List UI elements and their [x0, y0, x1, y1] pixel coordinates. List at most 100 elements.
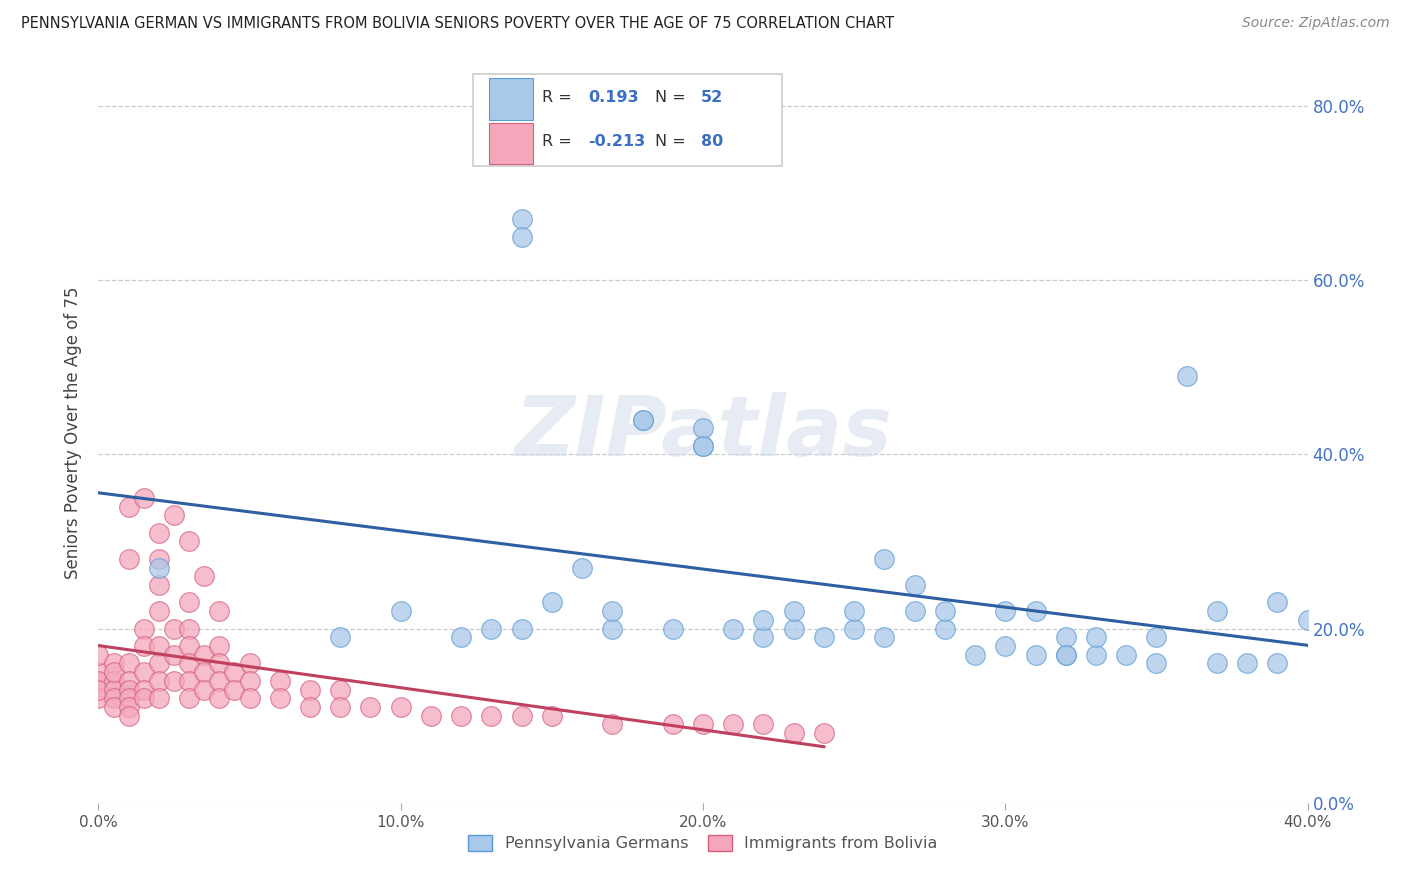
Point — [179, 595, 201, 609]
Point — [163, 673, 186, 688]
Point — [692, 439, 714, 453]
Point — [661, 717, 683, 731]
Point — [299, 700, 322, 714]
Point — [148, 639, 170, 653]
Point — [420, 708, 443, 723]
Point — [193, 569, 215, 583]
Point — [103, 700, 125, 714]
FancyBboxPatch shape — [474, 73, 782, 166]
Point — [193, 665, 215, 680]
Point — [631, 412, 654, 426]
Text: ZIPatlas: ZIPatlas — [515, 392, 891, 473]
Text: N =: N = — [655, 134, 690, 149]
Point — [904, 578, 927, 592]
Point — [783, 726, 806, 740]
Point — [571, 560, 593, 574]
Point — [602, 604, 624, 618]
Point — [1206, 657, 1229, 671]
Point — [1054, 648, 1077, 662]
Point — [132, 665, 155, 680]
Point — [873, 630, 896, 644]
Point — [602, 717, 624, 731]
Point — [1024, 648, 1046, 662]
FancyBboxPatch shape — [489, 78, 533, 120]
Point — [163, 622, 186, 636]
Text: R =: R = — [543, 134, 576, 149]
Point — [193, 682, 215, 697]
Point — [148, 552, 170, 566]
Point — [844, 622, 866, 636]
Point — [813, 630, 835, 644]
Point — [87, 648, 110, 662]
Point — [510, 622, 533, 636]
Point — [752, 630, 775, 644]
Point — [510, 708, 533, 723]
Point — [540, 708, 562, 723]
Point — [148, 691, 170, 706]
Point — [118, 673, 141, 688]
Point — [752, 613, 775, 627]
Text: R =: R = — [543, 90, 576, 105]
Point — [783, 622, 806, 636]
Point — [179, 691, 201, 706]
Point — [510, 212, 533, 227]
Point — [602, 622, 624, 636]
Point — [103, 691, 125, 706]
Point — [179, 622, 201, 636]
Point — [994, 604, 1017, 618]
Point — [118, 708, 141, 723]
FancyBboxPatch shape — [489, 123, 533, 164]
Point — [994, 639, 1017, 653]
Point — [118, 691, 141, 706]
Point — [389, 700, 412, 714]
Point — [239, 691, 262, 706]
Point — [118, 700, 141, 714]
Point — [1115, 648, 1137, 662]
Point — [103, 682, 125, 697]
Point — [540, 595, 562, 609]
Point — [208, 639, 231, 653]
Point — [692, 421, 714, 435]
Point — [163, 508, 186, 523]
Point — [148, 673, 170, 688]
Legend: Pennsylvania Germans, Immigrants from Bolivia: Pennsylvania Germans, Immigrants from Bo… — [461, 829, 945, 858]
Point — [783, 604, 806, 618]
Point — [1175, 369, 1198, 384]
Point — [692, 717, 714, 731]
Point — [208, 673, 231, 688]
Point — [103, 665, 125, 680]
Point — [179, 534, 201, 549]
Point — [904, 604, 927, 618]
Point — [103, 673, 125, 688]
Text: 80: 80 — [700, 134, 723, 149]
Point — [179, 657, 201, 671]
Point — [1267, 657, 1289, 671]
Point — [148, 560, 170, 574]
Text: 52: 52 — [700, 90, 723, 105]
Point — [692, 439, 714, 453]
Point — [965, 648, 987, 662]
Point — [132, 622, 155, 636]
Point — [193, 648, 215, 662]
Text: PENNSYLVANIA GERMAN VS IMMIGRANTS FROM BOLIVIA SENIORS POVERTY OVER THE AGE OF 7: PENNSYLVANIA GERMAN VS IMMIGRANTS FROM B… — [21, 16, 894, 31]
Text: -0.213: -0.213 — [588, 134, 645, 149]
Point — [873, 552, 896, 566]
Point — [1085, 648, 1108, 662]
Point — [723, 717, 745, 731]
Point — [450, 630, 472, 644]
Point — [132, 691, 155, 706]
Point — [329, 700, 352, 714]
Point — [813, 726, 835, 740]
Point — [934, 604, 956, 618]
Point — [148, 604, 170, 618]
Point — [163, 648, 186, 662]
Point — [844, 604, 866, 618]
Point — [329, 630, 352, 644]
Point — [224, 682, 246, 697]
Point — [661, 622, 683, 636]
Point — [103, 657, 125, 671]
Point — [1054, 630, 1077, 644]
Point — [723, 622, 745, 636]
Point — [132, 682, 155, 697]
Point — [1024, 604, 1046, 618]
